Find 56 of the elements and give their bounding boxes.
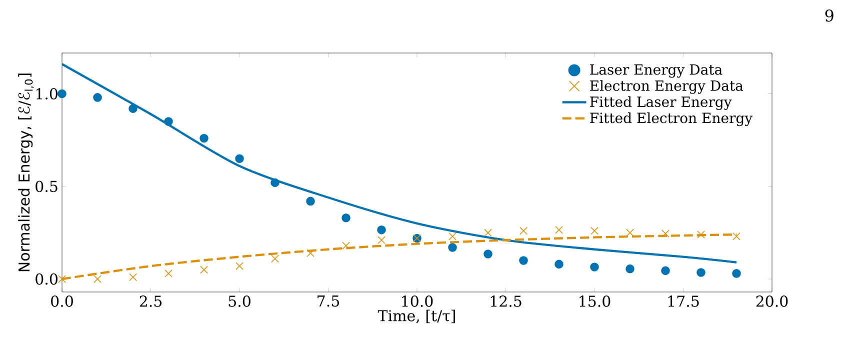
text: 9 xyxy=(825,10,834,22)
point xyxy=(661,266,670,276)
point xyxy=(554,260,564,269)
x-tick-label: 5.0 xyxy=(228,296,250,307)
point xyxy=(58,89,66,98)
x-tick-label: 12.5 xyxy=(490,296,522,307)
y-tick-label: 0.0 xyxy=(36,273,58,285)
x-tick-label: 0.0 xyxy=(51,296,73,307)
point xyxy=(626,264,634,274)
point xyxy=(128,104,138,113)
point xyxy=(590,226,598,235)
point xyxy=(448,243,457,252)
point xyxy=(164,117,173,126)
point xyxy=(94,275,102,283)
point xyxy=(93,93,102,102)
x-tick-label: 17.5 xyxy=(668,296,699,307)
point xyxy=(200,266,208,274)
legend-label: Fitted Electron Energy xyxy=(590,112,753,126)
point xyxy=(306,196,315,206)
x-axis-title: Time, [t/τ] xyxy=(378,310,455,324)
legend-label: Electron Energy Data xyxy=(590,80,744,94)
point xyxy=(378,236,386,244)
point xyxy=(58,275,66,283)
point xyxy=(448,232,456,240)
legend-label: Fitted Laser Energy xyxy=(590,96,732,110)
point xyxy=(306,249,314,258)
point xyxy=(555,226,563,234)
point xyxy=(164,270,172,278)
point xyxy=(662,230,670,238)
point xyxy=(342,213,350,222)
point xyxy=(484,250,492,258)
point xyxy=(697,230,705,238)
x-tick-label: 15.0 xyxy=(580,296,610,307)
point xyxy=(732,269,741,278)
y-tick-label: 0.5 xyxy=(36,180,58,192)
point xyxy=(200,134,208,143)
x-tick-label: 10.0 xyxy=(402,296,433,307)
legend-label: Laser Energy Data xyxy=(590,64,722,78)
point xyxy=(271,254,279,263)
point xyxy=(484,228,492,237)
point xyxy=(377,226,386,234)
point xyxy=(519,256,528,265)
point xyxy=(236,262,244,270)
y-axis-title: Normalized Energy, [ℰ/ℰ$_{l,0}$] xyxy=(18,74,34,272)
point xyxy=(732,232,740,240)
x-tick-label: 7.5 xyxy=(318,296,340,307)
x-tick-label: 2.5 xyxy=(140,296,162,307)
point xyxy=(342,242,350,250)
point xyxy=(235,154,244,163)
point xyxy=(270,178,280,188)
y-tick-label: 1.0 xyxy=(36,88,58,100)
x-tick-label: 20.0 xyxy=(756,296,788,307)
point xyxy=(129,273,137,282)
point xyxy=(590,262,599,272)
point xyxy=(520,226,528,235)
point xyxy=(696,268,706,277)
